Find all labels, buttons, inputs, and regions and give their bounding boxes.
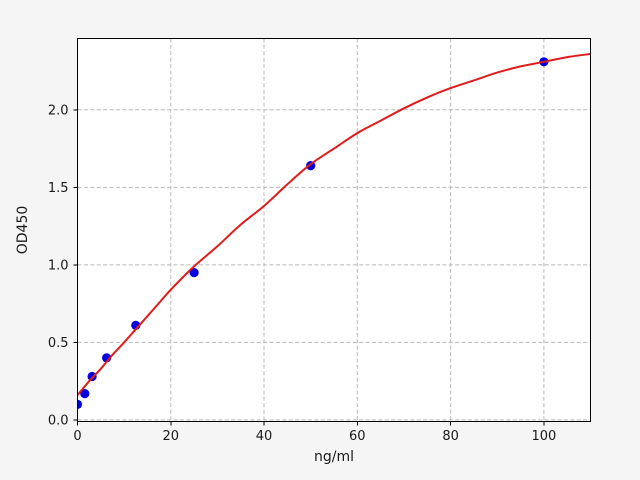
plot-area xyxy=(77,38,591,422)
x-tick-label: 100 xyxy=(531,429,556,444)
y-axis-label: OD450 xyxy=(15,206,31,255)
y-tick-label: 0.0 xyxy=(48,413,69,428)
x-tick-label: 80 xyxy=(442,429,459,444)
fit-curve-line xyxy=(77,53,591,397)
x-tick-label: 20 xyxy=(163,429,180,444)
y-tick-label: 1.0 xyxy=(48,258,69,273)
x-axis-label: ng/ml xyxy=(314,449,354,465)
x-tick-label: 60 xyxy=(349,429,366,444)
axes-frame xyxy=(77,38,591,422)
data-point xyxy=(80,389,90,399)
x-tick-label: 40 xyxy=(256,429,273,444)
y-tick-label: 0.5 xyxy=(48,336,69,351)
x-tick-label: 0 xyxy=(73,429,81,444)
data-point xyxy=(77,399,83,409)
y-tick-label: 1.5 xyxy=(48,181,69,196)
y-tick-label: 2.0 xyxy=(48,103,69,118)
data-point xyxy=(189,268,199,278)
